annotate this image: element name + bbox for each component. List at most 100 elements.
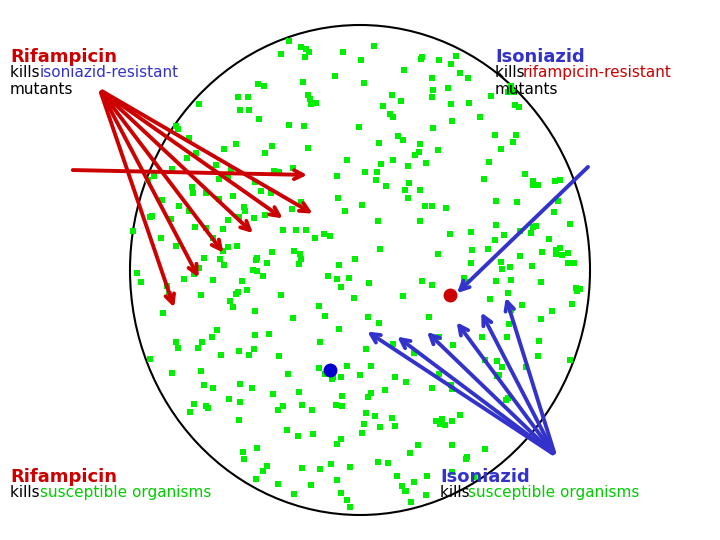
Point [300,53,311,62]
Point [267,390,279,399]
Point [187,189,199,198]
Point [238,203,250,212]
Point [463,99,474,108]
Point [414,186,426,195]
Point [568,259,580,267]
Point [355,371,366,380]
Point [336,435,347,443]
Point [235,276,247,285]
Point [257,272,269,281]
Point [207,384,219,393]
Point [527,177,539,185]
Text: Rifampicin: Rifampicin [10,468,117,486]
Point [290,226,302,234]
Point [510,131,521,139]
Point [476,333,487,341]
Point [337,48,348,57]
Point [273,406,284,414]
Point [503,319,514,328]
Point [215,350,227,359]
Point [552,196,564,205]
Point [156,234,167,242]
Point [433,56,445,64]
Point [249,307,261,315]
Point [253,115,265,124]
Point [427,124,438,132]
Point [251,267,263,275]
Point [536,314,547,323]
Point [217,247,228,255]
Point [505,305,516,314]
Point [549,177,561,186]
Point [405,448,416,457]
Point [532,180,544,189]
Point [207,333,218,342]
Point [433,146,444,154]
Point [235,380,246,388]
Point [286,205,297,214]
Point [249,330,261,339]
Point [433,333,445,341]
Point [255,187,266,195]
Point [213,194,225,203]
Point [551,245,562,254]
Point [215,254,226,263]
Point [163,289,174,298]
Point [419,202,431,211]
Point [465,227,477,236]
Point [274,352,285,361]
Point [310,99,322,108]
Point [562,248,573,257]
Point [485,92,497,100]
Point [571,286,582,295]
Point [445,230,456,239]
Point [440,204,451,212]
Point [426,281,438,290]
Point [427,202,438,211]
Point [427,383,438,392]
Point [359,420,370,428]
Point [185,408,197,416]
Text: Isoniazid: Isoniazid [440,468,530,486]
Point [344,463,356,471]
Point [492,357,503,366]
Point [252,80,264,89]
Point [146,212,158,220]
Point [251,254,263,262]
Point [496,363,508,372]
Point [505,82,516,90]
Point [450,51,462,60]
Point [505,275,516,284]
Point [274,168,285,177]
Point [409,348,420,357]
Point [374,139,385,148]
Point [277,225,289,234]
Point [549,208,560,217]
Point [165,214,176,223]
Point [181,154,193,163]
Point [207,234,219,242]
Point [210,161,222,170]
Point [392,132,404,140]
Point [460,454,472,463]
Point [330,400,342,409]
Point [188,269,199,278]
Point [439,421,451,430]
Point [341,362,353,370]
Point [396,482,408,490]
Point [413,147,425,156]
Point [339,206,351,215]
Point [188,400,199,409]
Point [437,415,449,423]
Point [196,366,207,375]
Point [251,475,262,484]
Point [516,301,528,309]
Point [445,380,456,389]
Point [230,289,242,298]
Point [333,261,344,269]
Point [341,496,352,504]
Point [379,386,390,395]
Point [266,141,277,150]
Point [428,86,439,94]
Point [495,258,507,267]
